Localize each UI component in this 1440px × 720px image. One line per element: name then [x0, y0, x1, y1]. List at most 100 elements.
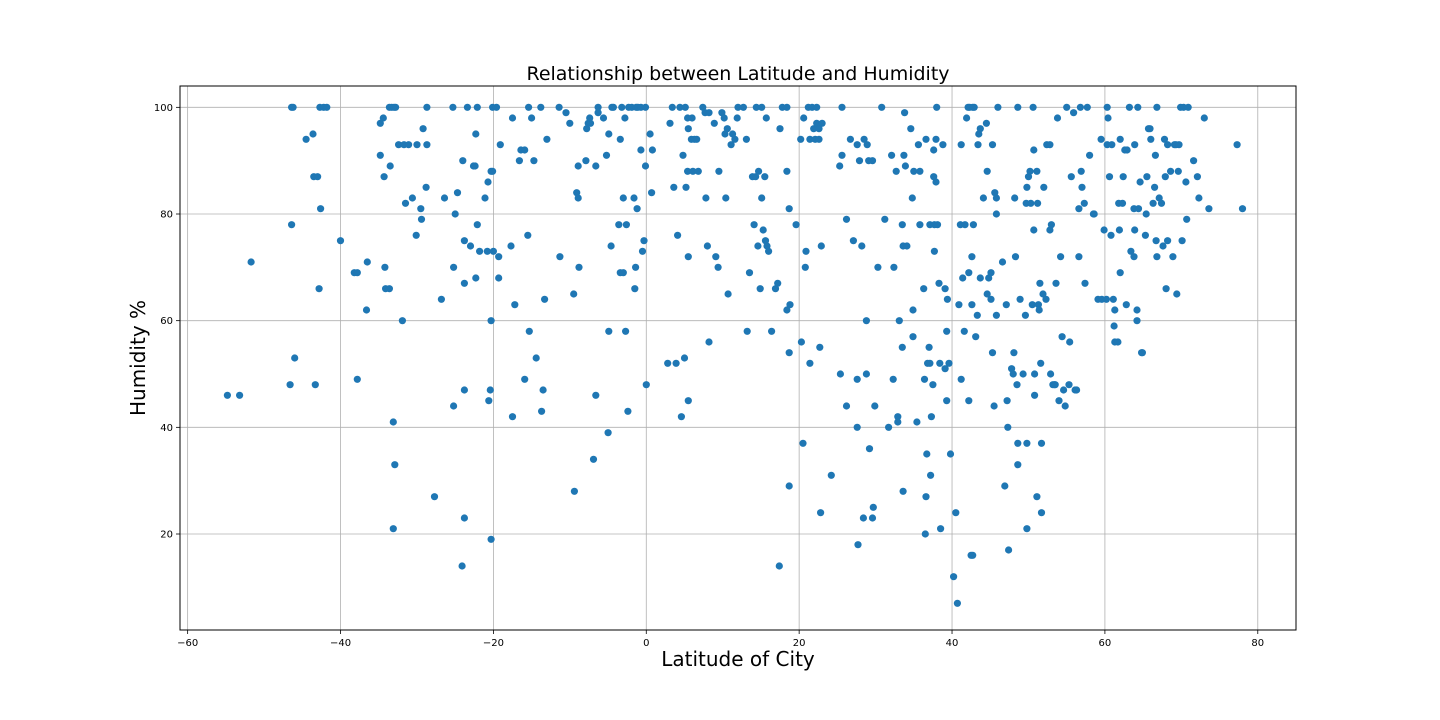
data-point — [684, 167, 692, 175]
data-point — [379, 114, 387, 122]
data-point — [621, 114, 629, 122]
data-point — [774, 279, 782, 287]
data-point — [1133, 306, 1141, 314]
data-point — [492, 103, 501, 111]
data-point — [525, 103, 533, 111]
data-point — [336, 237, 345, 245]
data-point — [1147, 135, 1155, 143]
data-point — [1016, 295, 1024, 303]
data-point — [862, 370, 871, 378]
data-point — [460, 237, 468, 245]
data-point — [1004, 423, 1012, 431]
data-point — [842, 215, 851, 223]
data-point — [1119, 173, 1127, 181]
data-point — [323, 103, 331, 111]
data-point — [1009, 370, 1017, 378]
data-point — [916, 167, 924, 175]
data-point — [487, 317, 495, 325]
data-point — [615, 221, 623, 229]
data-point — [594, 103, 602, 111]
data-point — [752, 173, 760, 181]
data-point — [1143, 173, 1151, 181]
data-point — [1060, 386, 1068, 394]
data-point — [943, 327, 951, 335]
y-tick-label: 80 — [160, 210, 173, 221]
data-point — [894, 418, 902, 426]
data-point — [817, 242, 825, 250]
data-point — [1159, 242, 1167, 250]
data-point — [961, 221, 969, 229]
data-point — [785, 349, 793, 357]
data-point — [722, 194, 730, 202]
data-point — [521, 146, 529, 154]
data-point — [810, 125, 818, 133]
data-point — [1019, 370, 1027, 378]
data-point — [1027, 199, 1035, 207]
data-point — [909, 306, 917, 314]
data-point — [1055, 397, 1063, 405]
data-point — [702, 194, 710, 202]
data-point — [538, 407, 546, 415]
data-point — [1033, 167, 1041, 175]
data-point — [609, 103, 618, 111]
data-point — [495, 274, 503, 282]
data-point — [842, 402, 851, 410]
data-point — [705, 338, 713, 346]
data-point — [927, 471, 935, 479]
data-point — [1070, 109, 1078, 117]
data-point — [1028, 301, 1036, 309]
data-point — [605, 130, 613, 138]
data-point — [945, 359, 953, 367]
data-point — [1183, 215, 1191, 223]
data-point — [1065, 381, 1073, 389]
data-point — [472, 274, 480, 282]
data-point — [1102, 295, 1110, 303]
data-point — [714, 263, 722, 271]
data-point — [846, 135, 855, 143]
data-point — [1153, 103, 1161, 111]
data-point — [836, 162, 844, 170]
data-point — [1035, 306, 1043, 314]
y-tick-label: 20 — [160, 530, 173, 541]
data-point — [957, 141, 965, 149]
data-point — [684, 125, 692, 133]
data-point — [987, 269, 995, 277]
data-point — [1081, 279, 1089, 287]
data-point — [637, 146, 645, 154]
data-point — [1134, 103, 1142, 111]
data-point — [674, 231, 682, 239]
data-point — [815, 125, 823, 133]
data-point — [862, 317, 871, 325]
data-point — [450, 263, 458, 271]
data-point — [1040, 183, 1048, 191]
data-point — [863, 141, 871, 149]
data-point — [881, 215, 889, 223]
data-point — [898, 343, 906, 351]
data-point — [818, 119, 826, 127]
data-point — [1184, 103, 1192, 111]
data-point — [959, 274, 967, 282]
data-point — [1066, 338, 1074, 346]
data-point — [859, 514, 868, 522]
data-point — [990, 402, 998, 410]
data-point — [1034, 301, 1042, 309]
data-point — [969, 221, 978, 229]
data-point — [1013, 381, 1021, 389]
data-point — [689, 167, 697, 175]
data-point — [1047, 221, 1055, 229]
data-point — [899, 487, 907, 495]
data-point — [754, 242, 762, 250]
data-point — [890, 263, 898, 271]
data-point — [965, 397, 973, 405]
data-point — [398, 317, 406, 325]
data-point — [914, 141, 923, 149]
data-point — [946, 450, 955, 458]
data-point — [1053, 114, 1062, 122]
data-point — [1107, 231, 1115, 239]
data-point — [982, 119, 991, 127]
data-point — [1173, 290, 1181, 298]
data-point — [750, 221, 758, 229]
data-point — [562, 109, 570, 117]
data-point — [471, 162, 479, 170]
data-point — [908, 194, 916, 202]
